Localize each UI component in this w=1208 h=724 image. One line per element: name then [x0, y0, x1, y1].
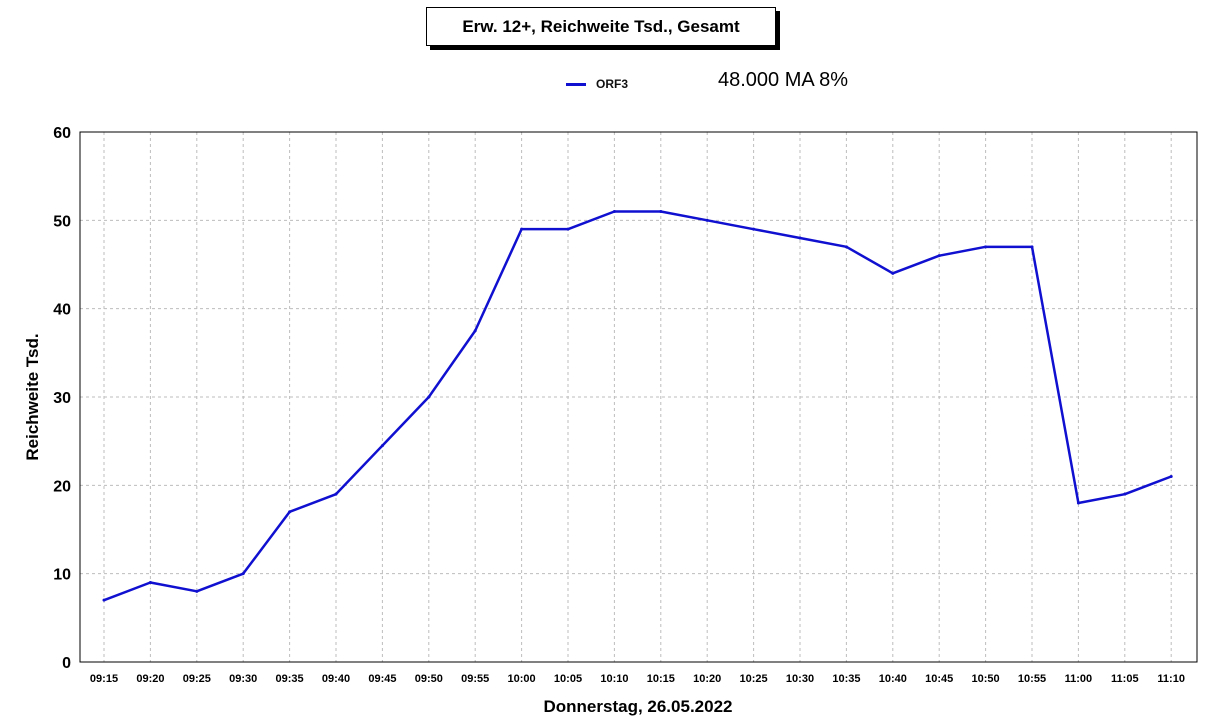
chart-title: Erw. 12+, Reichweite Tsd., Gesamt [426, 7, 776, 46]
x-tick-label: 10:25 [740, 673, 768, 685]
x-tick-label: 10:30 [786, 673, 814, 685]
x-tick-label: 10:45 [925, 673, 953, 685]
data-point [612, 210, 616, 213]
data-point [984, 245, 988, 249]
data-point [148, 581, 152, 584]
x-tick-label: 09:15 [90, 673, 118, 685]
data-point [520, 227, 524, 231]
data-point [1169, 475, 1173, 478]
y-tick-label: 60 [53, 125, 71, 142]
x-tick-label: 10:10 [600, 673, 628, 685]
x-tick-label: 11:05 [1111, 673, 1139, 685]
x-tick-label: 10:40 [879, 673, 907, 685]
y-axis-label: Reichweite Tsd. [23, 333, 42, 460]
series-layer [102, 210, 1173, 602]
y-tick-label: 30 [53, 390, 71, 407]
data-point [102, 598, 106, 602]
data-point [288, 510, 292, 514]
data-point [566, 227, 570, 231]
x-tick-label: 09:35 [276, 673, 304, 685]
x-tick-label: 09:40 [322, 673, 350, 685]
y-tick-label: 0 [62, 655, 71, 672]
data-point [752, 227, 756, 231]
legend-label-orf3: ORF3 [596, 77, 629, 91]
data-point [380, 444, 384, 448]
x-tick-label: 09:20 [136, 673, 164, 685]
x-tick-label: 10:15 [647, 673, 675, 685]
data-point [1076, 501, 1080, 505]
x-tick-label: 09:30 [229, 673, 257, 685]
y-tick-label: 20 [53, 478, 71, 495]
x-tick-label: 10:55 [1018, 673, 1046, 685]
plot-frame [79, 131, 1198, 663]
data-point [844, 245, 848, 249]
x-tick-label: 10:50 [972, 673, 1000, 685]
data-point [937, 254, 941, 258]
data-point [891, 271, 895, 275]
data-point [1030, 245, 1034, 249]
x-tick-labels: 09:15 09:20 09:25 09:30 09:35 09:40 09:45 09:50… [90, 673, 1185, 685]
data-point [705, 218, 709, 222]
x-tick-label: 09:25 [183, 673, 211, 685]
x-tick-label: 10:35 [832, 673, 860, 685]
x-tick-label: 09:50 [415, 673, 443, 685]
legend: ORF3 [566, 72, 628, 96]
x-tick-label: 09:55 [461, 673, 489, 685]
data-point [241, 572, 245, 576]
y-tick-label: 50 [53, 213, 71, 230]
data-point [334, 492, 338, 496]
data-point [195, 589, 199, 593]
x-tick-label: 10:05 [554, 673, 582, 685]
data-point [473, 329, 477, 333]
grid-lines [80, 132, 1197, 662]
x-tick-label: 11:00 [1065, 673, 1093, 685]
x-tick-label: 10:20 [693, 673, 721, 685]
x-tick-label: 09:45 [368, 673, 396, 685]
series-line-orf3 [103, 210, 1172, 602]
x-tick-label: 11:10 [1157, 673, 1185, 685]
y-tick-labels: 0 10 20 30 40 50 60 [53, 125, 71, 672]
legend-swatch-orf3 [566, 82, 586, 86]
annotation-text: 48.000 MA 8% [718, 69, 849, 91]
data-point [798, 236, 802, 240]
data-point [1123, 492, 1127, 496]
data-point [427, 395, 431, 399]
x-axis-label: Donnerstag, 26.05.2022 [544, 697, 733, 716]
data-point [659, 210, 663, 213]
x-tick-label: 10:00 [508, 673, 536, 685]
y-tick-label: 40 [53, 302, 71, 319]
y-tick-label: 10 [53, 567, 71, 584]
